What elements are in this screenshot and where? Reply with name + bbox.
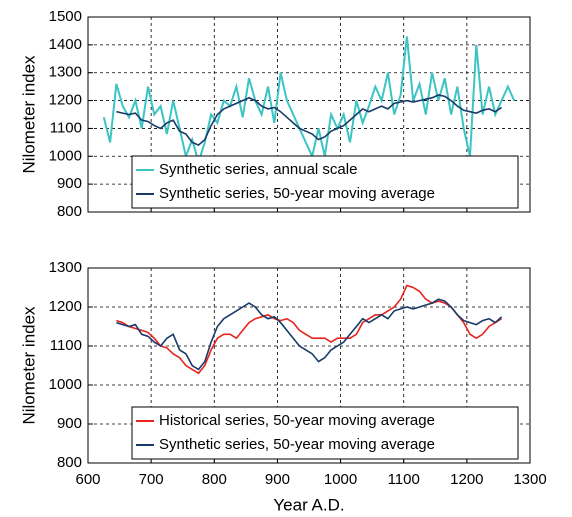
plot-frame <box>87 267 531 464</box>
series-line <box>102 36 516 166</box>
y-tick-label: 900 <box>57 415 82 432</box>
x-tick-label: 600 <box>75 471 100 488</box>
legend-label: Synthetic series, 50-year moving average <box>159 436 435 453</box>
series-line <box>116 298 503 371</box>
series-line <box>116 284 503 375</box>
x-tick-label: 800 <box>202 471 227 488</box>
legend-label: Historical series, 50-year moving averag… <box>159 412 435 429</box>
series-line <box>116 94 503 147</box>
legend-box <box>131 155 519 209</box>
legend-label: Synthetic series, 50-year moving average <box>159 185 435 202</box>
y-tick-label: 1200 <box>49 92 82 109</box>
y-axis-label: Nilometer index <box>19 306 38 425</box>
y-tick-label: 1000 <box>49 147 82 164</box>
y-tick-label: 1300 <box>49 64 82 81</box>
legend-box <box>131 406 519 460</box>
y-tick-label: 1100 <box>50 337 82 354</box>
y-tick-label: 1500 <box>49 8 82 25</box>
x-tick-label: 1200 <box>450 471 483 488</box>
x-tick-label: 1100 <box>388 471 420 488</box>
y-tick-label: 1400 <box>49 36 82 53</box>
y-tick-label: 1100 <box>50 119 82 136</box>
x-tick-label: 1300 <box>513 471 546 488</box>
y-tick-label: 1200 <box>49 298 82 315</box>
y-tick-label: 900 <box>57 175 82 192</box>
plot-frame <box>87 16 531 213</box>
x-tick-label: 900 <box>265 471 290 488</box>
legend-label: Synthetic series, annual scale <box>159 161 357 178</box>
x-axis-label: Year A.D. <box>273 495 344 514</box>
y-tick-label: 800 <box>57 454 82 471</box>
y-tick-label: 1300 <box>49 259 82 276</box>
y-axis-label: Nilometer index <box>19 55 38 174</box>
y-tick-label: 1000 <box>49 376 82 393</box>
y-tick-label: 800 <box>57 203 82 220</box>
x-tick-label: 700 <box>139 471 164 488</box>
x-tick-label: 1000 <box>324 471 357 488</box>
